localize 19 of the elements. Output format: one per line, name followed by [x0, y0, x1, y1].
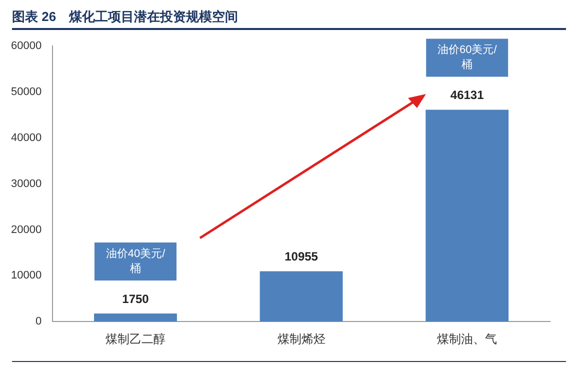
y-tick-label: 60000	[10, 40, 42, 52]
x-tick-label: 煤制乙二醇	[105, 332, 166, 346]
y-tick-label: 30000	[10, 178, 42, 190]
annotation: 油价60美元/桶	[437, 43, 498, 72]
chart-title: 图表 26 煤化工项目潜在投资规模空间	[12, 9, 238, 24]
bar	[260, 271, 343, 322]
bar	[94, 314, 177, 322]
x-tick-label: 煤制烯烃	[277, 332, 326, 346]
annotation: 油价40美元/桶	[106, 247, 166, 276]
y-tick-label: 50000	[10, 86, 42, 98]
y-tick-label: 0	[35, 316, 42, 328]
y-tick-label: 10000	[10, 270, 42, 282]
bar	[426, 110, 509, 322]
data-label: 10955	[284, 250, 318, 264]
y-tick-label: 40000	[10, 132, 42, 144]
data-label: 1750	[122, 292, 150, 306]
y-tick-label: 20000	[10, 224, 42, 236]
x-tick-label: 煤制油、气	[437, 332, 498, 346]
data-label: 46131	[450, 88, 484, 102]
